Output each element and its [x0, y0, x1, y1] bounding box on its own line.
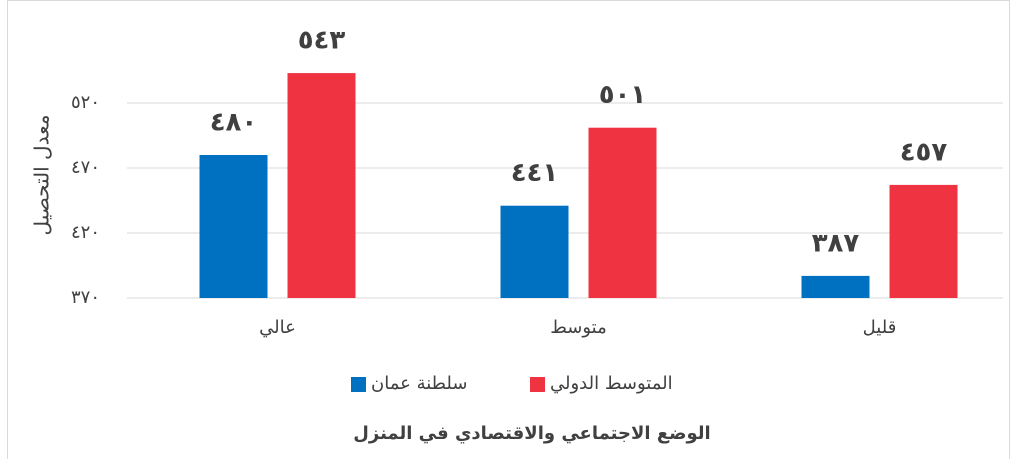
y-axis-label: معدل التحصيل [30, 115, 54, 236]
data-label: ٣٨٧ [812, 228, 860, 258]
bar [588, 127, 657, 298]
data-label: ٥٤٣ [298, 26, 346, 56]
data-label: ٤٤١ [511, 158, 559, 188]
bar [889, 184, 958, 298]
bar [287, 73, 356, 298]
legend-swatch [530, 377, 545, 392]
chart-frame [7, 0, 1010, 459]
y-tick-label: ٤٧٠ [71, 157, 100, 178]
legend-label: سلطنة عمان [371, 373, 467, 394]
x-tick-label: متوسط [550, 317, 607, 338]
data-label: ٤٨٠ [210, 108, 258, 138]
y-tick-label: ٣٧٠ [71, 287, 100, 308]
bar [801, 275, 870, 298]
data-label: ٤٥٧ [900, 137, 948, 167]
bar [199, 155, 268, 298]
x-tick-label: عالي [259, 317, 296, 338]
legend-label: المتوسط الدولي [550, 373, 673, 394]
legend-swatch [351, 377, 366, 392]
x-tick-label: قليل [863, 317, 897, 338]
x-axis-label: الوضع الاجتماعي والاقتصادي في المنزل [353, 423, 710, 444]
y-tick-label: ٥٢٠ [71, 92, 100, 113]
bar [500, 205, 569, 298]
data-label: ٥٠١ [599, 80, 647, 110]
y-tick-label: ٤٢٠ [71, 222, 100, 243]
